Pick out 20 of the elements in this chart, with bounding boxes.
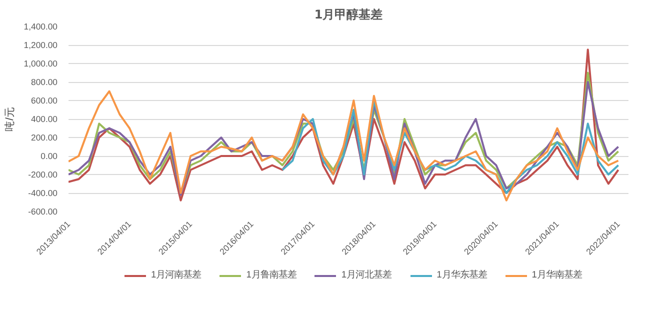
y-tick-label: 800.00 (31, 77, 58, 87)
line-series (68, 48, 620, 202)
y-tick-label: 600.00 (31, 96, 58, 106)
legend-label: 1月河北基差 (341, 268, 392, 282)
legend-label: 1月华东基差 (436, 268, 487, 282)
y-tick-label: 1,200.00 (24, 40, 58, 50)
legend-label: 1月河南基差 (150, 268, 202, 282)
legend-label: 1月鲁南基差 (246, 268, 296, 282)
y-tick-label: -200.00 (28, 170, 58, 180)
legend-label: 1月华南基差 (532, 268, 582, 282)
y-axis-title: 吨/元 (2, 106, 16, 132)
chart-title: 1月甲醇基差 (314, 8, 383, 22)
y-tick-label: -600.00 (28, 206, 58, 216)
y-tick-label: 1,000.00 (24, 58, 58, 68)
y-tick-label: 400.00 (31, 114, 58, 124)
y-tick-label: 1,400.00 (24, 22, 58, 32)
line-series (281, 100, 620, 194)
y-tick-label: -400.00 (28, 188, 58, 198)
y-tick-label: 200.00 (31, 132, 58, 142)
y-tick-label: 0.00 (40, 151, 58, 161)
